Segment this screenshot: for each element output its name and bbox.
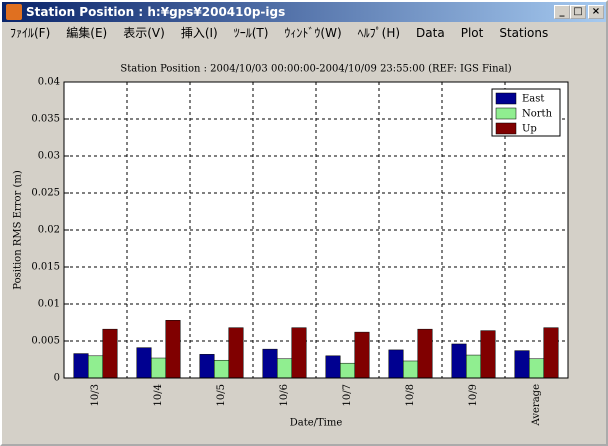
y-tick-label: 0 bbox=[54, 373, 60, 384]
menu-item[interactable]: Stations bbox=[499, 26, 549, 40]
legend-swatch bbox=[495, 122, 517, 135]
y-tick-label: 0.025 bbox=[31, 188, 60, 199]
x-tick-label: 10/5 bbox=[216, 384, 227, 406]
bar bbox=[403, 360, 418, 379]
x-tick-label: 10/9 bbox=[468, 384, 479, 406]
bar bbox=[73, 353, 89, 379]
bar bbox=[291, 327, 307, 379]
x-tick-label: Average bbox=[531, 384, 542, 427]
chart: Station Position : 2004/10/03 00:00:00-2… bbox=[13, 64, 569, 429]
menu-item[interactable]: 編集(E) bbox=[66, 26, 108, 40]
x-tick-label: 10/8 bbox=[405, 384, 416, 406]
legend-label: East bbox=[522, 94, 544, 105]
bar bbox=[165, 320, 181, 379]
bar bbox=[480, 330, 496, 379]
menu-item[interactable]: ｳｨﾝﾄﾞｳ(W) bbox=[284, 26, 342, 40]
menu-item[interactable]: 表示(V) bbox=[123, 26, 165, 40]
bar bbox=[262, 348, 278, 379]
y-axis-label: Position RMS Error (m) bbox=[13, 170, 24, 290]
bar bbox=[543, 327, 559, 379]
menu-item[interactable]: 挿入(I) bbox=[180, 26, 218, 40]
legend-swatch bbox=[495, 92, 517, 105]
legend-label: North bbox=[522, 109, 553, 120]
bar bbox=[388, 349, 404, 379]
bar bbox=[136, 347, 152, 379]
app-icon bbox=[6, 4, 22, 20]
x-tick-label: 10/6 bbox=[279, 384, 290, 406]
y-tick-label: 0.005 bbox=[31, 336, 60, 347]
y-tick-label: 0.03 bbox=[38, 151, 60, 162]
legend: East North Up bbox=[491, 88, 561, 137]
bar bbox=[228, 327, 244, 379]
x-tick-label: 10/4 bbox=[153, 384, 164, 406]
plot-frame bbox=[63, 81, 569, 379]
maximize-button[interactable]: □ bbox=[570, 5, 586, 19]
y-tick-label: 0.02 bbox=[38, 225, 60, 236]
x-axis-label: Date/Time bbox=[290, 418, 343, 429]
bar bbox=[514, 350, 530, 379]
menu-item[interactable]: ﾂｰﾙ(T) bbox=[233, 26, 269, 40]
minimize-button[interactable]: _ bbox=[554, 5, 570, 19]
bar bbox=[151, 357, 166, 379]
bar bbox=[277, 358, 292, 379]
y-tick-label: 0.035 bbox=[31, 114, 60, 125]
menu-item[interactable]: Data bbox=[416, 26, 445, 40]
close-button[interactable]: × bbox=[588, 5, 604, 19]
menu-item[interactable]: ﾌｧｲﾙ(F) bbox=[10, 26, 51, 40]
menu-item[interactable]: Plot bbox=[460, 26, 484, 40]
legend-swatch bbox=[495, 107, 517, 120]
x-tick-label: 10/7 bbox=[342, 384, 353, 406]
bar bbox=[529, 358, 544, 379]
menu-item[interactable]: ﾍﾙﾌﾟ(H) bbox=[357, 26, 401, 40]
bar bbox=[88, 355, 103, 379]
bar bbox=[199, 354, 215, 379]
bar bbox=[451, 343, 467, 379]
y-tick-label: 0.015 bbox=[31, 262, 60, 273]
title-bar: Station Position : h:¥gps¥200410p-igs _ … bbox=[2, 2, 606, 22]
bar bbox=[466, 354, 481, 379]
window-title: Station Position : h:¥gps¥200410p-igs bbox=[26, 5, 286, 19]
bar bbox=[214, 359, 229, 379]
bar bbox=[354, 331, 370, 379]
y-tick-label: 0.01 bbox=[38, 299, 60, 310]
y-tick-label: 0.04 bbox=[38, 77, 60, 88]
x-tick-label: 10/3 bbox=[90, 384, 101, 406]
bar bbox=[102, 328, 118, 379]
chart-title: Station Position : 2004/10/03 00:00:00-2… bbox=[120, 64, 511, 75]
bar bbox=[417, 328, 433, 379]
legend-label: Up bbox=[522, 124, 537, 135]
bar bbox=[325, 355, 341, 379]
bar bbox=[340, 362, 355, 379]
menu-bar: ﾌｧｲﾙ(F) 編集(E) 表示(V) 挿入(I) ﾂｰﾙ(T) ｳｨﾝﾄﾞｳ(W) ﾍﾙﾌ… bbox=[2, 23, 606, 43]
